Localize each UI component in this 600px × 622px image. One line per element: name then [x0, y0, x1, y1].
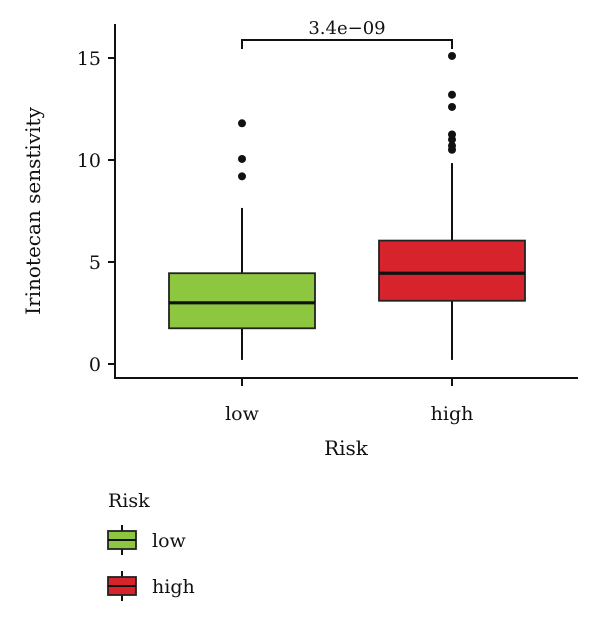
significance-bracket: 3.4e−09 — [241, 18, 453, 49]
y-tick-label: 0 — [89, 354, 101, 376]
bracket-line — [241, 39, 453, 49]
box-low — [168, 119, 316, 360]
y-axis-ticks: 0 5 10 15 — [77, 48, 115, 376]
outlier-point — [448, 51, 456, 60]
outlier-point — [448, 130, 456, 139]
legend-entry-low: low — [107, 525, 187, 555]
x-tick-label-high: high — [431, 403, 474, 425]
x-tick-label-low: low — [225, 403, 260, 425]
legend-label: high — [152, 576, 195, 598]
y-tick-label: 15 — [77, 48, 101, 70]
x-axis-ticks: low high — [225, 378, 473, 425]
legend-title: Risk — [108, 490, 150, 512]
x-axis-title: Risk — [324, 436, 369, 460]
legend-label: low — [152, 530, 187, 552]
outlier-point — [238, 154, 246, 163]
legend-entry-high: high — [107, 571, 195, 601]
y-tick-label: 10 — [77, 150, 101, 172]
y-tick-label: 5 — [89, 252, 101, 274]
box-iqr — [378, 239, 526, 302]
outlier-point — [238, 172, 246, 181]
legend: Risk low high — [107, 490, 195, 601]
p-value-label: 3.4e−09 — [308, 18, 385, 39]
outlier-point — [238, 119, 246, 128]
boxes-group — [168, 51, 526, 360]
outlier-point — [448, 90, 456, 99]
box-high — [378, 51, 526, 360]
outlier-point — [448, 102, 456, 111]
box-iqr — [168, 272, 316, 330]
legend-entries: low high — [107, 525, 195, 601]
outlier-point — [448, 141, 456, 150]
y-axis-title: Irinotecan senstivity — [21, 106, 45, 314]
